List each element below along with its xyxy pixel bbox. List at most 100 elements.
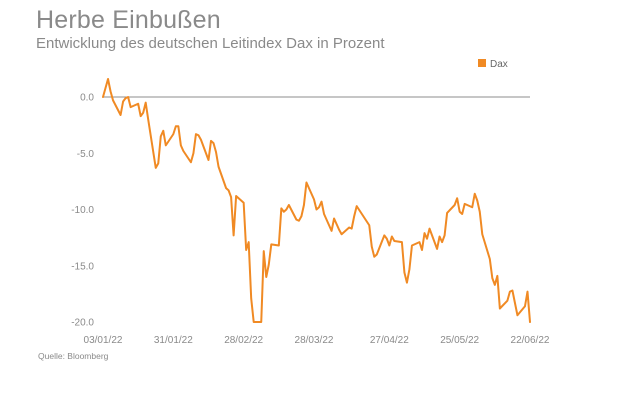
data-point	[376, 253, 378, 256]
data-point	[107, 78, 109, 80]
data-point	[461, 213, 463, 215]
data-point	[330, 230, 333, 232]
data-point	[109, 90, 112, 92]
data-point	[175, 125, 177, 127]
data-point	[243, 202, 245, 204]
data-point	[235, 195, 237, 197]
data-point	[180, 144, 182, 146]
y-tick-label: -10.0	[71, 205, 94, 216]
data-point	[197, 134, 200, 136]
data-point	[217, 166, 220, 168]
legend-swatch-dax	[478, 59, 486, 67]
data-point	[356, 205, 358, 207]
data-point	[371, 246, 373, 248]
data-point	[315, 208, 318, 211]
data-point	[263, 250, 265, 252]
y-tick-label: 0.0	[80, 93, 94, 104]
chart-subtitle: Entwicklung des deutschen Leitindex Dax …	[36, 35, 385, 52]
data-point	[182, 150, 184, 152]
x-tick-label: 31/01/22	[154, 335, 193, 346]
data-point	[499, 307, 501, 310]
data-point	[423, 232, 426, 234]
data-point	[509, 291, 511, 293]
data-point	[496, 275, 498, 277]
data-point	[446, 212, 448, 214]
data-point	[393, 240, 395, 242]
data-point	[514, 302, 516, 304]
data-point	[320, 201, 323, 203]
data-point	[353, 215, 355, 217]
data-point	[481, 233, 483, 235]
data-point	[127, 96, 129, 98]
data-point	[406, 282, 408, 284]
data-point	[401, 241, 403, 243]
data-point	[298, 220, 300, 222]
data-point	[102, 96, 104, 98]
legend: Dax	[478, 59, 508, 70]
data-point	[323, 213, 325, 215]
data-point	[137, 103, 139, 105]
data-point	[288, 204, 290, 206]
data-point	[351, 228, 353, 230]
data-point	[260, 321, 262, 323]
x-tick-label: 22/06/22	[511, 335, 550, 346]
data-point	[464, 203, 466, 205]
data-point	[348, 226, 350, 229]
data-point	[210, 140, 212, 142]
data-point	[278, 244, 280, 247]
data-point	[335, 223, 338, 225]
data-point	[147, 118, 149, 121]
series-line-dax	[102, 78, 531, 323]
data-point	[403, 271, 406, 274]
data-point	[250, 297, 252, 299]
data-point	[195, 133, 197, 135]
data-point	[441, 241, 443, 243]
data-point	[318, 206, 320, 208]
data-point	[476, 199, 478, 202]
data-point	[212, 142, 215, 144]
data-point	[130, 106, 132, 108]
data-point	[516, 314, 519, 316]
data-point	[494, 284, 496, 286]
data-point	[426, 238, 428, 240]
data-point	[456, 197, 458, 199]
chart-title: Herbe Einbußen	[36, 6, 221, 34]
data-point	[177, 125, 179, 127]
data-point	[479, 211, 481, 213]
data-point	[155, 167, 157, 169]
y-tick-label: -20.0	[71, 318, 94, 329]
data-point	[215, 151, 217, 153]
data-point	[230, 196, 232, 198]
data-point	[529, 321, 531, 323]
data-point	[524, 305, 526, 307]
data-point	[391, 235, 393, 238]
data-point	[119, 114, 122, 116]
data-point	[506, 300, 508, 302]
data-point	[338, 229, 340, 231]
data-point	[270, 243, 272, 245]
data-point	[122, 100, 124, 103]
data-point	[489, 258, 491, 260]
x-tick-label: 28/02/22	[224, 335, 263, 346]
data-point	[192, 152, 195, 154]
data-point	[436, 248, 438, 250]
data-point	[491, 277, 493, 279]
data-point	[313, 198, 315, 200]
data-point	[200, 139, 202, 141]
data-point	[140, 115, 142, 117]
data-point	[341, 233, 343, 235]
x-tick-label: 25/05/22	[440, 335, 479, 346]
data-point	[368, 224, 370, 226]
data-point	[428, 228, 431, 230]
data-point	[104, 87, 107, 89]
data-point	[268, 264, 270, 266]
data-point	[421, 249, 423, 251]
y-tick-label: -15.0	[71, 261, 94, 272]
data-point	[283, 211, 285, 213]
data-point	[300, 215, 303, 217]
data-point	[162, 130, 164, 132]
data-point	[295, 219, 298, 221]
data-point	[386, 238, 388, 240]
data-point	[303, 204, 305, 206]
